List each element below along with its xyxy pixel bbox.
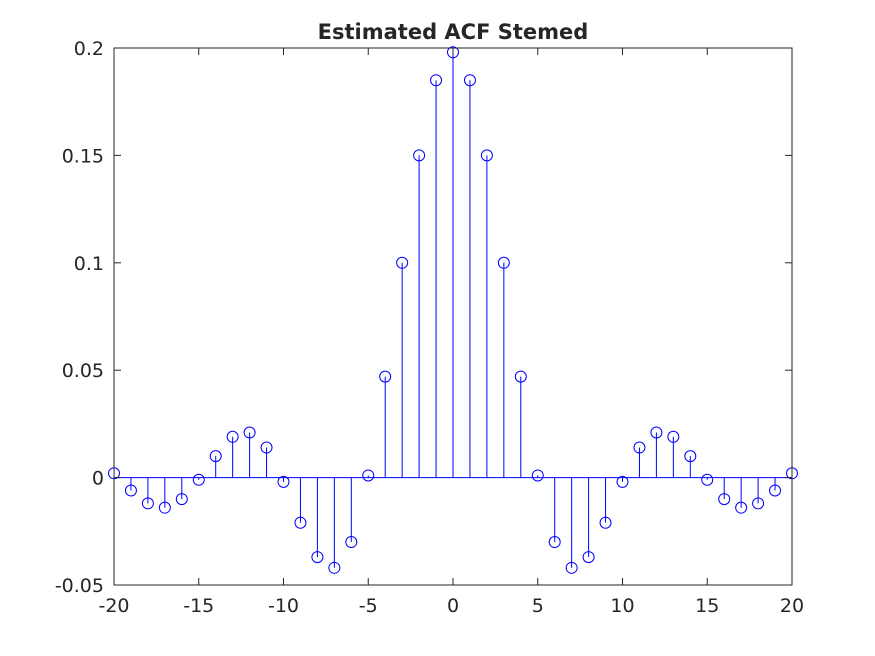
y-tick-label: -0.05 [55,575,104,597]
stem-marker [701,473,714,486]
stem-marker [752,497,765,510]
stem-marker [514,370,527,383]
stem-marker [430,74,443,87]
stem-marker [480,149,493,162]
stem-marker [667,430,680,443]
stem-marker [565,561,578,574]
x-tick-label: 15 [695,595,719,617]
x-tick-label: 20 [780,595,804,617]
stem-marker [582,551,595,564]
stem-marker [497,256,510,269]
x-tick-label: 10 [610,595,634,617]
stem-marker [463,74,476,87]
stem-marker [396,256,409,269]
y-tick-label: 0.2 [74,38,104,60]
stem-marker [175,493,188,506]
stem-marker [362,469,375,482]
stem-marker [447,46,459,59]
stem-marker [260,441,273,454]
x-tick-label: -20 [98,595,129,617]
stem-marker [311,551,324,564]
y-tick-label: 0.05 [62,360,104,382]
stem-marker [209,450,222,463]
x-tick-label: 5 [532,595,544,617]
x-tick-label: -10 [268,595,299,617]
x-axis-ticks: -20 -15 -10 -5 0 5 10 15 20 [98,48,804,617]
stem-marker [531,469,544,482]
stem-marker [141,497,154,510]
stem-marker [226,430,239,443]
y-tick-label: 0.15 [62,145,104,167]
stem-marker [650,426,663,439]
stem-marker [735,501,748,514]
stem-marker [243,426,256,439]
stem-marker [124,484,137,497]
stem-marker [379,370,392,383]
stem-marker [345,536,358,549]
stem-marker [158,501,171,514]
y-axis-ticks: -0.05 0 0.05 0.1 0.15 0.2 [55,38,792,597]
stem-marker [616,475,629,488]
stem-marker [192,473,205,486]
stem-marker [277,475,290,488]
stem-marker [718,493,731,506]
stem-marker [548,536,561,549]
stem-marker [328,561,341,574]
stem-marker [413,149,426,162]
stem-marker [294,516,307,529]
y-tick-label: 0.1 [74,253,104,275]
x-tick-label: 0 [447,595,459,617]
chart-title: Estimated ACF Stemed [318,20,589,44]
stem-marker [633,441,646,454]
x-tick-label: -5 [359,595,378,617]
x-tick-label: -15 [183,595,214,617]
markers-layer [108,46,798,574]
y-tick-label: 0 [92,468,104,490]
stem-marker [684,450,697,463]
stem-marker [769,484,782,497]
stem-marker [599,516,612,529]
